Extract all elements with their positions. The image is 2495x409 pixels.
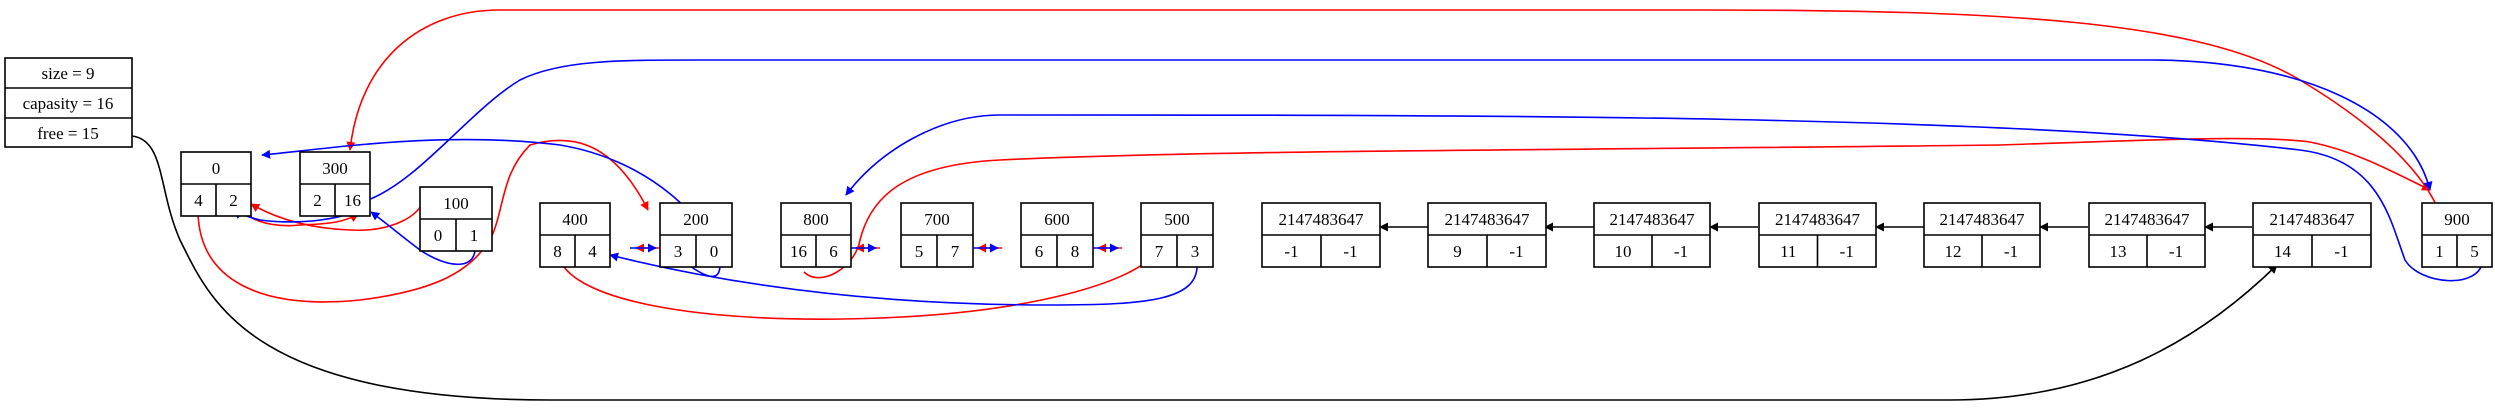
- node-next: 1: [470, 226, 479, 245]
- list-node: 2147483647 -1 -1: [1261, 202, 1381, 268]
- node-value: 200: [683, 210, 709, 229]
- node-value: 2147483647: [1940, 210, 2026, 229]
- node-prev: 14: [2274, 242, 2292, 261]
- node-next: -1: [1509, 242, 1523, 261]
- prev-link-edge: [845, 114, 2484, 282]
- node-value: 600: [1044, 210, 1070, 229]
- node-value: 500: [1164, 210, 1190, 229]
- node-next: -1: [1343, 242, 1357, 261]
- node-prev: 5: [915, 242, 924, 261]
- free-label: free = 15: [37, 124, 99, 143]
- list-node: 2147483647 9 -1: [1427, 202, 1547, 268]
- node-next: -1: [2169, 242, 2183, 261]
- node-prev: 0: [434, 226, 443, 245]
- node-value: 2147483647: [1775, 210, 1861, 229]
- node-prev: 13: [2110, 242, 2127, 261]
- node-next: -1: [1840, 242, 1854, 261]
- node-next: 7: [951, 242, 960, 261]
- node-value: 0: [212, 159, 221, 178]
- next-link-edge: [557, 250, 1151, 320]
- list-node: 800 16 6: [780, 202, 852, 268]
- node-value: 900: [2444, 210, 2470, 229]
- node-next: 5: [2470, 242, 2479, 261]
- node-next: 3: [1191, 242, 1200, 261]
- node-next: 8: [1071, 242, 1080, 261]
- list-node: 2147483647 10 -1: [1593, 202, 1711, 268]
- size-label: size = 9: [41, 64, 94, 83]
- node-prev: 7: [1155, 242, 1164, 261]
- edges: [131, 9, 2484, 401]
- prev-link-edge: [367, 59, 2433, 201]
- node-next: 2: [229, 191, 238, 210]
- node-prev: 4: [194, 191, 203, 210]
- node-prev: 10: [1615, 242, 1632, 261]
- list-node: 2147483647 11 -1: [1758, 202, 1877, 268]
- node-value: 700: [924, 210, 950, 229]
- node-prev: 11: [1780, 242, 1796, 261]
- node-value: 100: [443, 194, 469, 213]
- next-link-edge: [346, 9, 2448, 254]
- node-value: 300: [322, 159, 348, 178]
- node-next: 0: [710, 242, 719, 261]
- node-prev: 9: [1453, 242, 1462, 261]
- list-node: 2147483647 14 -1: [2252, 202, 2372, 268]
- list-node: 2147483647 13 -1: [2088, 202, 2206, 268]
- node-value: 2147483647: [1445, 210, 1531, 229]
- free-pointer-edge: [131, 135, 2278, 401]
- prev-link-edge: [261, 138, 721, 278]
- node-value: 2147483647: [2105, 210, 2191, 229]
- node-prev: 6: [1035, 242, 1044, 261]
- next-link-edge: [250, 195, 426, 231]
- node-next: 4: [588, 242, 597, 261]
- node-value: 2147483647: [1279, 210, 1365, 229]
- node-prev: 8: [553, 242, 562, 261]
- node-next: -1: [1674, 242, 1688, 261]
- node-next: 16: [344, 191, 361, 210]
- node-next: -1: [2004, 242, 2018, 261]
- header-box: [4, 57, 133, 148]
- node-next: -1: [2334, 242, 2348, 261]
- next-link-edge: [803, 137, 2431, 279]
- node-value: 2147483647: [1610, 210, 1696, 229]
- node-prev: 16: [790, 242, 807, 261]
- node-next: 6: [829, 242, 838, 261]
- node-value: 400: [562, 210, 588, 229]
- list-node: 04 2: [180, 151, 252, 217]
- prev-link-edge: [609, 252, 1198, 306]
- list-node: 2147483647 12 -1: [1923, 202, 2041, 268]
- node-value: 800: [803, 210, 829, 229]
- node-prev: -1: [1284, 242, 1298, 261]
- node-prev: 1: [2435, 242, 2444, 261]
- node-value: 2147483647: [2270, 210, 2356, 229]
- capacity-label: capasity = 16: [23, 94, 114, 113]
- list-header: size = 9 capasity = 16 free = 15: [4, 57, 133, 148]
- node-prev: 3: [674, 242, 683, 261]
- node-prev: 12: [1945, 242, 1962, 261]
- node-prev: 2: [313, 191, 322, 210]
